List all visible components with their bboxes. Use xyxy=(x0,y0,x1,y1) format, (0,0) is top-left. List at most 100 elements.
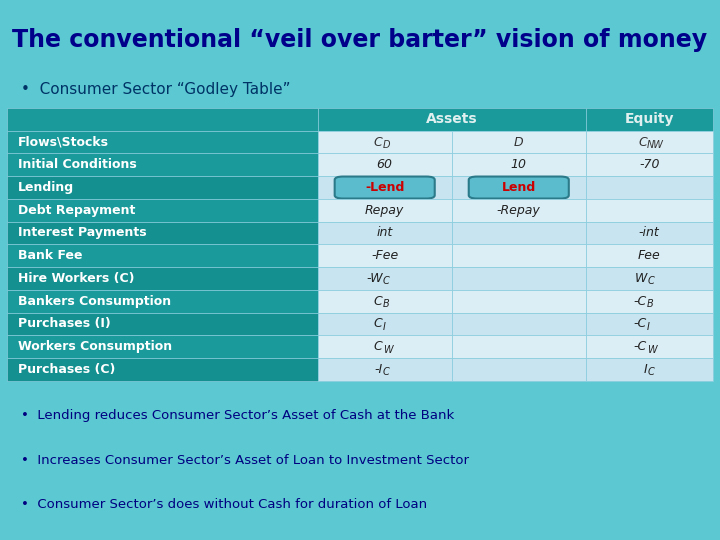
Bar xyxy=(586,244,713,267)
Bar xyxy=(7,290,318,313)
Bar xyxy=(318,221,451,244)
Text: Interest Payments: Interest Payments xyxy=(18,226,146,239)
Text: Debt Repayment: Debt Repayment xyxy=(18,204,135,217)
Text: Fee: Fee xyxy=(638,249,661,262)
Text: -W: -W xyxy=(366,272,382,285)
Text: -70: -70 xyxy=(639,158,660,171)
Bar xyxy=(7,153,318,176)
Text: •  Increases Consumer Sector’s Asset of Loan to Investment Sector: • Increases Consumer Sector’s Asset of L… xyxy=(22,454,469,467)
Text: int: int xyxy=(377,226,393,239)
Bar xyxy=(318,335,451,358)
Text: B: B xyxy=(647,299,654,309)
Text: C: C xyxy=(647,276,654,286)
Text: •  Consumer Sector “Godley Table”: • Consumer Sector “Godley Table” xyxy=(22,82,291,97)
Text: -C: -C xyxy=(634,318,647,330)
Bar xyxy=(318,108,586,131)
Text: Lend: Lend xyxy=(502,181,536,194)
Bar xyxy=(451,244,586,267)
Text: I: I xyxy=(647,322,650,332)
Text: •  Consumer Sector’s does without Cash for duration of Loan: • Consumer Sector’s does without Cash fo… xyxy=(22,498,428,511)
Bar xyxy=(586,221,713,244)
Bar xyxy=(318,244,451,267)
Bar xyxy=(318,153,451,176)
Bar xyxy=(7,267,318,290)
Text: C: C xyxy=(374,295,382,308)
Bar xyxy=(586,153,713,176)
Bar xyxy=(451,221,586,244)
Text: W: W xyxy=(635,272,647,285)
Text: Lending: Lending xyxy=(18,181,74,194)
Bar xyxy=(451,335,586,358)
Text: -Fee: -Fee xyxy=(371,249,398,262)
Bar xyxy=(7,221,318,244)
Text: The conventional “veil over barter” vision of money: The conventional “veil over barter” visi… xyxy=(12,29,708,52)
FancyBboxPatch shape xyxy=(335,177,435,199)
Bar xyxy=(7,131,318,153)
Text: W: W xyxy=(647,345,657,355)
Bar xyxy=(7,335,318,358)
Text: Purchases (I): Purchases (I) xyxy=(18,318,111,330)
Text: Equity: Equity xyxy=(624,112,674,126)
Bar xyxy=(318,131,451,153)
Bar xyxy=(451,199,586,221)
Text: Flows\Stocks: Flows\Stocks xyxy=(18,136,109,148)
Text: C: C xyxy=(374,136,382,148)
Bar xyxy=(7,244,318,267)
Text: C: C xyxy=(382,276,390,286)
Bar xyxy=(7,313,318,335)
Text: C: C xyxy=(374,318,382,330)
Bar xyxy=(451,176,586,199)
Text: -Repay: -Repay xyxy=(497,204,541,217)
Text: C: C xyxy=(639,136,647,148)
Bar xyxy=(318,290,451,313)
Text: -I: -I xyxy=(374,363,382,376)
Bar xyxy=(586,176,713,199)
Text: Repay: Repay xyxy=(365,204,405,217)
Bar xyxy=(7,358,318,381)
Bar xyxy=(586,267,713,290)
Bar xyxy=(586,290,713,313)
Text: W: W xyxy=(382,345,392,355)
Text: Hire Workers (C): Hire Workers (C) xyxy=(18,272,135,285)
Text: C: C xyxy=(374,340,382,353)
Text: C: C xyxy=(382,367,390,377)
Bar xyxy=(586,108,713,131)
Text: -Lend: -Lend xyxy=(365,181,405,194)
Text: Bankers Consumption: Bankers Consumption xyxy=(18,295,171,308)
Text: 60: 60 xyxy=(377,158,392,171)
Bar xyxy=(451,153,586,176)
Text: B: B xyxy=(382,299,390,309)
Bar xyxy=(586,335,713,358)
Bar xyxy=(318,176,451,199)
Text: D: D xyxy=(382,140,390,150)
Bar xyxy=(451,313,586,335)
Bar xyxy=(318,267,451,290)
Bar xyxy=(318,313,451,335)
Text: 10: 10 xyxy=(510,158,527,171)
Bar xyxy=(451,358,586,381)
Bar xyxy=(451,290,586,313)
Bar xyxy=(451,267,586,290)
Text: NW: NW xyxy=(647,140,664,150)
Text: -C: -C xyxy=(634,340,647,353)
Bar xyxy=(318,199,451,221)
Text: I: I xyxy=(382,322,385,332)
Text: Workers Consumption: Workers Consumption xyxy=(18,340,172,353)
Text: Initial Conditions: Initial Conditions xyxy=(18,158,137,171)
Text: I: I xyxy=(644,363,647,376)
Text: D: D xyxy=(514,136,523,148)
Bar xyxy=(7,199,318,221)
Text: •  Lending reduces Consumer Sector’s Asset of Cash at the Bank: • Lending reduces Consumer Sector’s Asse… xyxy=(22,409,454,422)
Bar xyxy=(318,358,451,381)
Bar xyxy=(586,199,713,221)
Text: Assets: Assets xyxy=(426,112,477,126)
Bar xyxy=(7,108,318,131)
Text: Bank Fee: Bank Fee xyxy=(18,249,82,262)
Text: Purchases (C): Purchases (C) xyxy=(18,363,115,376)
Text: C: C xyxy=(647,367,654,377)
Bar xyxy=(451,131,586,153)
FancyBboxPatch shape xyxy=(469,177,569,199)
Text: -int: -int xyxy=(639,226,660,239)
Bar xyxy=(586,313,713,335)
Bar xyxy=(586,131,713,153)
